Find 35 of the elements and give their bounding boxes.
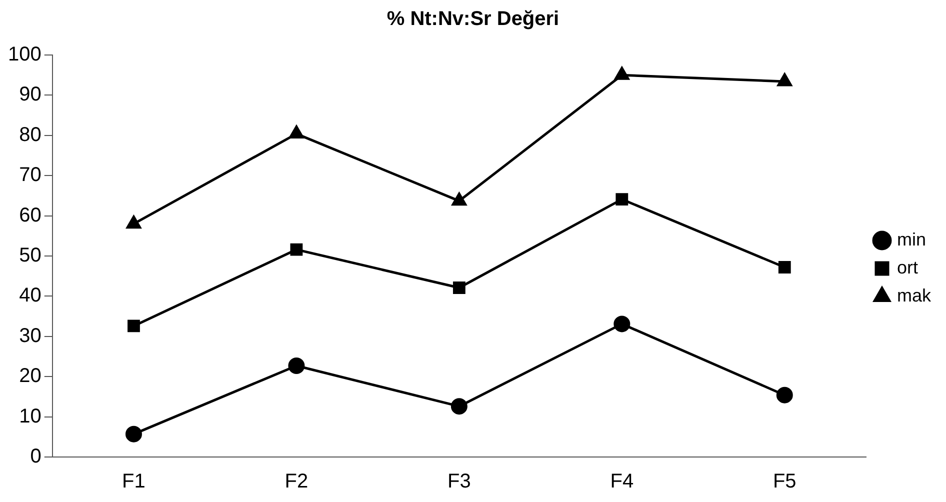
legend-label: mak	[896, 285, 932, 306]
y-tick-label: 50	[19, 244, 42, 267]
y-tick-label: 60	[19, 204, 42, 226]
point	[125, 426, 142, 442]
point	[776, 386, 793, 404]
point	[450, 398, 468, 415]
legend-label: ort	[896, 257, 918, 278]
y-tick-label: 30	[19, 324, 42, 347]
x-tick-label: F1	[122, 470, 146, 493]
x-tick-label: F2	[284, 470, 308, 493]
point	[777, 73, 792, 86]
y-tick-label: 10	[19, 405, 42, 428]
point	[452, 282, 466, 294]
point	[452, 192, 466, 206]
y-tick-label: 40	[19, 284, 42, 307]
x-tick-label: F3	[448, 470, 471, 493]
y-tick-label: 0	[30, 446, 42, 468]
x-tick-label: F4	[610, 470, 634, 493]
chart-title: % Nt:Nv:Sr Değeri	[386, 8, 560, 31]
y-tick-label: 70	[19, 164, 42, 186]
point	[614, 316, 630, 332]
point	[290, 243, 303, 256]
point	[614, 66, 630, 80]
legend-label: min	[896, 229, 926, 250]
x-tick-label: F5	[772, 470, 796, 493]
y-tick-label: 80	[19, 124, 42, 146]
point	[616, 193, 628, 206]
y-tick-label: 20	[19, 365, 42, 388]
point	[288, 357, 305, 374]
y-tick-label: 100	[8, 44, 42, 66]
point	[289, 126, 304, 139]
point	[126, 216, 142, 229]
point	[128, 320, 140, 332]
point	[778, 261, 791, 274]
y-tick-label: 90	[19, 84, 42, 106]
